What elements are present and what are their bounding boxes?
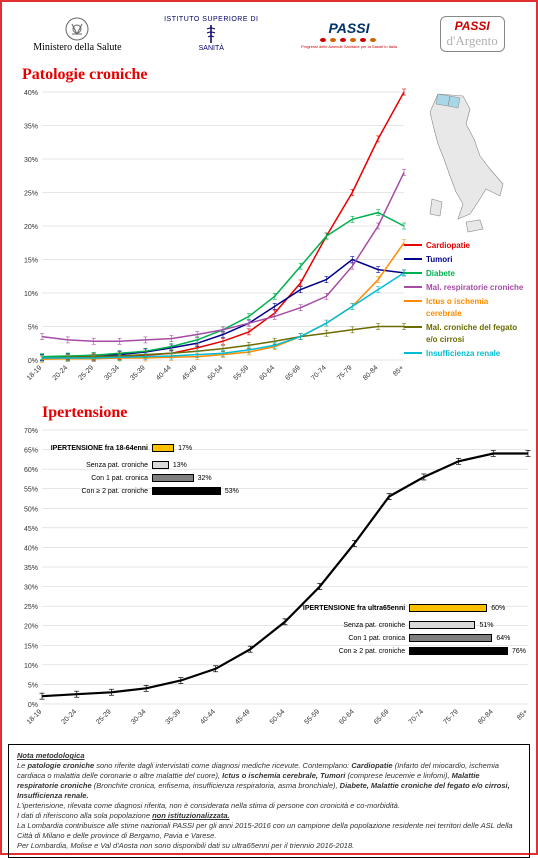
svg-text:25%: 25% bbox=[24, 604, 38, 611]
svg-text:55-59: 55-59 bbox=[304, 708, 322, 726]
svg-text:20-24: 20-24 bbox=[61, 708, 79, 726]
svg-text:80-84: 80-84 bbox=[362, 364, 380, 382]
italy-map-icon bbox=[408, 84, 526, 234]
svg-text:75-79: 75-79 bbox=[442, 708, 460, 726]
svg-text:30-34: 30-34 bbox=[103, 364, 121, 382]
footer-note: Nota metodologica Le patologie croniche … bbox=[8, 744, 530, 858]
svg-text:80-84: 80-84 bbox=[477, 708, 495, 726]
svg-text:25-29: 25-29 bbox=[78, 364, 96, 382]
svg-text:50-54: 50-54 bbox=[269, 708, 287, 726]
header: Ministero della Salute ISTITUTO SUPERIOR… bbox=[6, 6, 532, 62]
svg-text:25%: 25% bbox=[24, 191, 38, 198]
svg-text:45%: 45% bbox=[24, 526, 38, 533]
ministero-label: Ministero della Salute bbox=[33, 42, 121, 53]
legend-item: Insufficienza renale bbox=[404, 348, 528, 360]
svg-text:18-19: 18-19 bbox=[26, 708, 44, 726]
svg-text:55-59: 55-59 bbox=[233, 364, 251, 382]
svg-text:70%: 70% bbox=[24, 428, 38, 435]
svg-text:35-39: 35-39 bbox=[129, 364, 147, 382]
svg-text:5%: 5% bbox=[28, 325, 38, 332]
svg-text:45-49: 45-49 bbox=[181, 364, 199, 382]
chart1-area: 0% 5% 10% 15% 20% 25% 30% 35% 40% 18-19 20-24 25-29… bbox=[6, 86, 532, 396]
svg-text:10%: 10% bbox=[24, 663, 38, 670]
svg-text:60-64: 60-64 bbox=[259, 364, 277, 382]
emblem-italy-icon bbox=[64, 16, 90, 42]
logo-passi-argento: PASSI d'Argento bbox=[440, 16, 505, 52]
svg-text:30%: 30% bbox=[24, 585, 38, 592]
svg-text:35%: 35% bbox=[24, 124, 38, 131]
svg-text:0%: 0% bbox=[28, 702, 38, 709]
logo-ministero: Ministero della Salute bbox=[33, 16, 121, 53]
chart2-inset-right: IPERTENSIONE fra ultra65enni60%Senza pat… bbox=[297, 602, 526, 658]
svg-text:35-39: 35-39 bbox=[165, 708, 183, 726]
svg-text:0%: 0% bbox=[28, 358, 38, 365]
page-container: Ministero della Salute ISTITUTO SUPERIOR… bbox=[0, 0, 538, 855]
chart2-area: 0% 5% 10% 15% 20% 25% 30% 35% 40% 45% 50% 55% 60% 65%… bbox=[6, 424, 532, 740]
chart1-legend: Cardiopatie Tumori Diabete Mal. respiratori… bbox=[404, 240, 528, 362]
svg-text:65-69: 65-69 bbox=[373, 708, 391, 726]
svg-text:70-74: 70-74 bbox=[408, 708, 426, 726]
svg-text:20-24: 20-24 bbox=[52, 364, 70, 382]
legend-item: Mal. respiratorie croniche bbox=[404, 282, 528, 294]
svg-text:35%: 35% bbox=[24, 565, 38, 572]
chart1-svg: 0% 5% 10% 15% 20% 25% 30% 35% 40% 18-19 20-24 25-29… bbox=[6, 86, 412, 396]
passi-label: PASSI bbox=[329, 20, 370, 36]
svg-text:60%: 60% bbox=[24, 467, 38, 474]
svg-text:40%: 40% bbox=[24, 90, 38, 97]
svg-text:55%: 55% bbox=[24, 487, 38, 494]
logo-passi: PASSI Progressi delle Aziende Sanitarie … bbox=[301, 20, 397, 49]
svg-text:15%: 15% bbox=[24, 643, 38, 650]
svg-text:20%: 20% bbox=[24, 224, 38, 231]
svg-text:5%: 5% bbox=[28, 682, 38, 689]
svg-text:75-79: 75-79 bbox=[336, 364, 354, 382]
legend-item: Diabete bbox=[404, 268, 528, 280]
svg-text:40-44: 40-44 bbox=[155, 364, 173, 382]
svg-text:65%: 65% bbox=[24, 448, 38, 455]
logo-iss: ISTITUTO SUPERIORE DI SANITÀ bbox=[164, 16, 258, 52]
svg-text:65-69: 65-69 bbox=[284, 364, 302, 382]
chart2-title: Ipertensione bbox=[42, 404, 532, 422]
svg-text:70-74: 70-74 bbox=[310, 364, 328, 382]
chart2-inset-left: IPERTENSIONE fra 18-64enni17%Senza pat. … bbox=[46, 442, 239, 498]
svg-text:20%: 20% bbox=[24, 624, 38, 631]
svg-text:10%: 10% bbox=[24, 291, 38, 298]
svg-text:15%: 15% bbox=[24, 258, 38, 265]
svg-text:18-19: 18-19 bbox=[26, 364, 44, 382]
legend-item: Tumori bbox=[404, 254, 528, 266]
caduceus-icon bbox=[203, 23, 219, 45]
passi-footprints-icon bbox=[317, 36, 381, 44]
svg-text:85+: 85+ bbox=[392, 364, 405, 377]
svg-text:50-54: 50-54 bbox=[207, 364, 225, 382]
svg-text:45-49: 45-49 bbox=[234, 708, 252, 726]
legend-item: Cardiopatie bbox=[404, 240, 528, 252]
svg-text:60-64: 60-64 bbox=[338, 708, 356, 726]
svg-text:25-29: 25-29 bbox=[95, 708, 113, 726]
legend-item: Mal. croniche del fegato e/o cirrosi bbox=[404, 322, 528, 346]
chart1-title: Patologie croniche bbox=[22, 66, 532, 84]
svg-text:50%: 50% bbox=[24, 506, 38, 513]
footer-lead: Nota metodologica bbox=[17, 751, 85, 760]
svg-text:30-34: 30-34 bbox=[130, 708, 148, 726]
svg-text:30%: 30% bbox=[24, 157, 38, 164]
legend-item: Ictus o ischemia cerebrale bbox=[404, 296, 528, 320]
svg-text:40-44: 40-44 bbox=[199, 708, 217, 726]
svg-text:40%: 40% bbox=[24, 545, 38, 552]
svg-text:85+: 85+ bbox=[516, 708, 529, 721]
